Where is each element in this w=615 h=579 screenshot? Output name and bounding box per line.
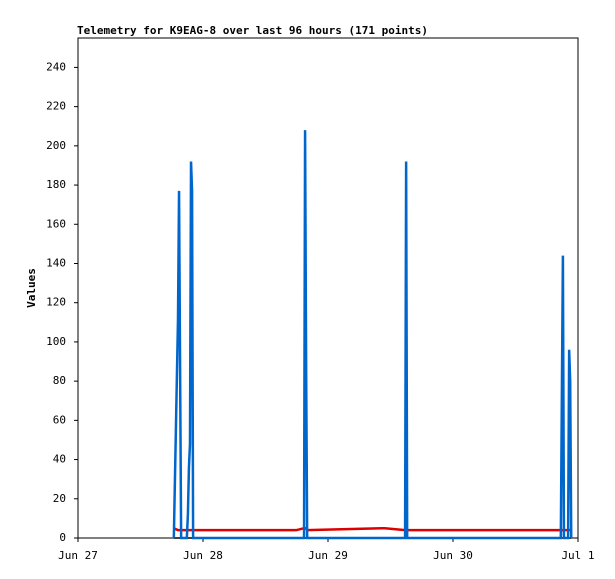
y-tick-label: 140 xyxy=(46,256,66,269)
x-tick-label: Jun 30 xyxy=(433,549,473,562)
y-tick-label: 0 xyxy=(59,531,66,544)
y-tick-label: 60 xyxy=(53,413,66,426)
series-line xyxy=(172,130,573,540)
y-tick-label: 240 xyxy=(46,60,66,73)
y-tick-label: 180 xyxy=(46,178,66,191)
y-tick-label: 40 xyxy=(53,453,66,466)
y-tick-label: 120 xyxy=(46,296,66,309)
y-axis-label: Values xyxy=(25,268,38,308)
y-tick-label: 100 xyxy=(46,335,66,348)
x-tick-label: Jun 27 xyxy=(58,549,98,562)
x-tick-label: Jun 29 xyxy=(308,549,348,562)
y-tick-label: 220 xyxy=(46,100,66,113)
y-tick-label: 80 xyxy=(53,374,66,387)
x-tick-label: Jun 28 xyxy=(183,549,223,562)
y-tick-label: 20 xyxy=(53,492,66,505)
x-tick-label: Jul 1 xyxy=(561,549,594,562)
chart-title: Telemetry for K9EAG-8 over last 96 hours… xyxy=(77,24,428,37)
y-tick-label: 200 xyxy=(46,139,66,152)
y-tick-label: 160 xyxy=(46,217,66,230)
